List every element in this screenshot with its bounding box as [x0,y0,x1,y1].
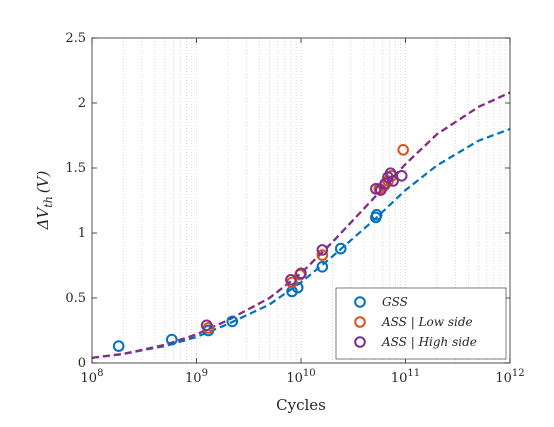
data-point-series-2 [384,167,397,179]
data-point-series-2 [379,177,392,190]
x-tick-label-exponent: 12 [512,368,525,379]
fit-curve-0 [91,127,511,359]
legend-items: GSS ASS | Low side ASS | High side [354,295,477,349]
legend-label: ASS | Low side [381,315,473,329]
fit-curves [91,91,511,359]
y-tick-label: 1 [78,226,86,241]
data-point-series-1 [202,322,215,334]
data-point-series-1 [316,249,329,261]
data-point-series-2 [387,175,399,187]
data-points [112,144,409,352]
fit-curve-2 [91,91,511,359]
x-tick-label-exponent: 8 [97,368,103,379]
x-tick-label-base: 10 [185,371,202,386]
data-point-series-0 [334,242,347,255]
legend-label: GSS [382,295,408,309]
legend-marker [354,316,366,328]
x-tick-label-base: 10 [495,371,512,386]
data-point-series-1 [397,144,409,156]
data-point-series-0 [112,340,125,352]
y-axis-label-delta: ΔV [34,206,52,231]
y-tick-label: 0 [78,356,86,371]
data-point-series-0 [226,315,239,328]
data-point-series-2 [370,183,382,195]
y-tick-labels: 0 0.5 1 1.5 2 2.5 [65,31,86,371]
x-tick-label-exponent: 10 [303,368,316,379]
data-point-series-2 [395,170,408,182]
y-tick-label: 2 [78,96,86,111]
data-point-series-2 [316,244,329,256]
legend-marker [354,336,366,348]
x-tick-label-base: 10 [286,371,303,386]
x-tick-label-exponent: 11 [407,368,420,379]
legend-marker [354,296,366,308]
x-tick-labels: 108 109 1010 1011 1012 [81,368,525,386]
x-tick-label: 109 [185,368,208,386]
y-tick-label: 2.5 [65,31,86,46]
x-tick-label-base: 10 [391,371,408,386]
x-tick-label: 108 [81,368,104,386]
y-tick-label: 1.5 [65,161,86,176]
data-point-series-2 [285,274,297,286]
data-point-series-0 [370,209,383,221]
x-tick-label: 1011 [391,368,420,386]
data-point-series-2 [200,319,213,332]
y-axis-label-sub: th [42,196,55,208]
x-axis-label: Cycles [276,396,326,414]
legend: GSS ASS | Low side ASS | High side [335,287,507,360]
x-tick-label: 1010 [286,368,315,386]
data-point-series-2 [295,267,307,280]
data-point-series-0 [316,261,329,273]
data-point-series-0 [165,333,178,346]
legend-label: ASS | High side [381,335,477,349]
x-tick-label-exponent: 9 [202,368,208,379]
y-tick-label: 0.5 [65,291,86,306]
y-axis-label: ΔVth (V) [34,170,55,230]
ticks [91,37,511,364]
y-axis-label-unit: (V) [34,170,52,193]
x-tick-label: 1012 [495,368,524,386]
x-tick-label-base: 10 [81,371,98,386]
